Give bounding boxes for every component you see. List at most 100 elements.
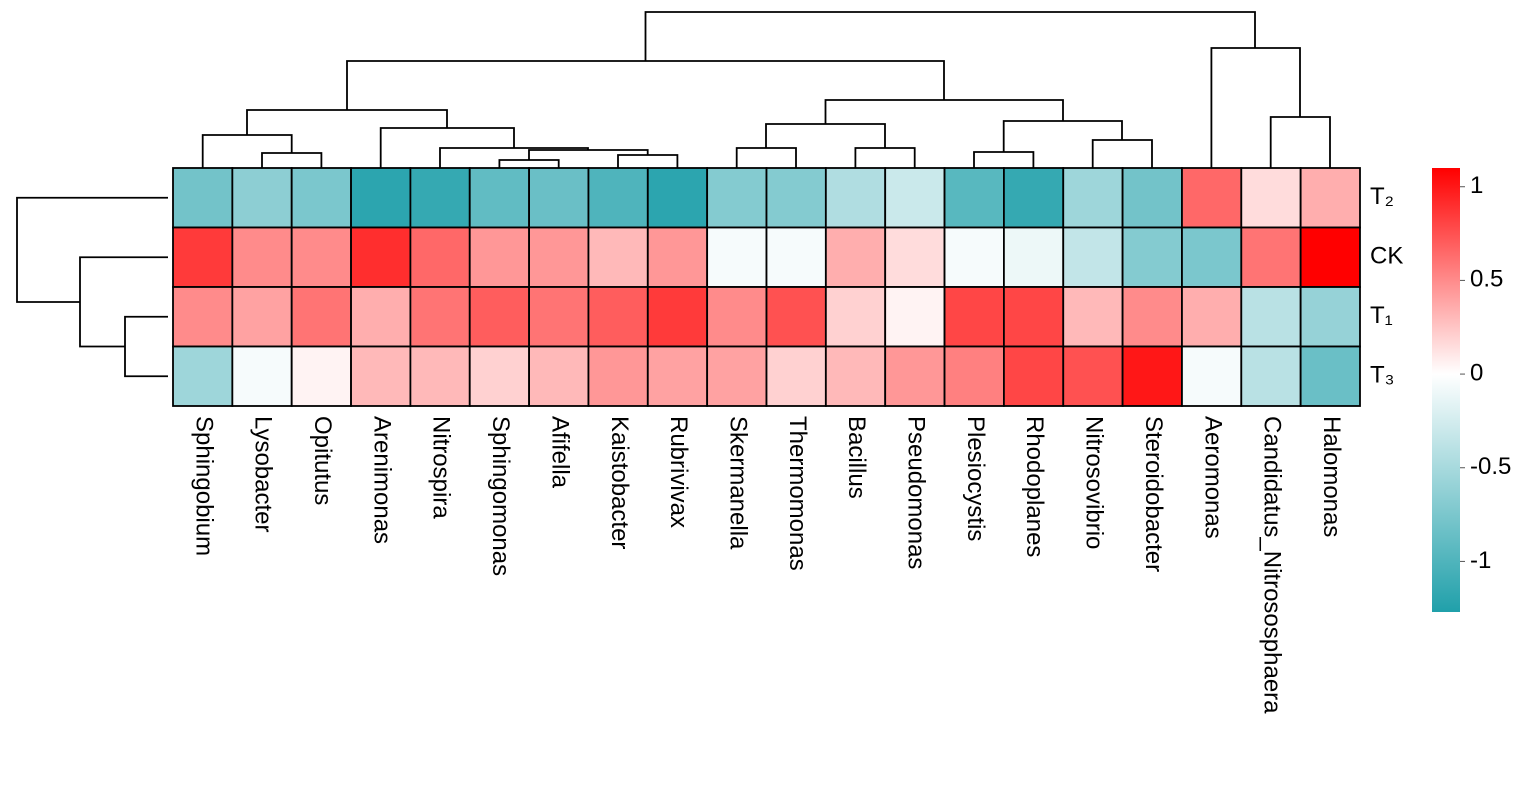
heatmap-cell (1299, 345, 1361, 407)
heatmap-cell (1003, 226, 1065, 288)
heatmap-cell (290, 226, 352, 288)
heatmap-cell (1240, 167, 1302, 229)
heatmap-cell (884, 286, 946, 348)
heatmap-cell (1181, 167, 1243, 229)
colorbar-tick-label: 0.5 (1470, 266, 1503, 293)
colorbar-tick-label: 0 (1470, 359, 1483, 386)
heatmap-cell (172, 167, 234, 229)
heatmap-cell (824, 345, 887, 407)
heatmap-cell (765, 167, 827, 229)
column-label: Steroidobacter (1140, 416, 1167, 572)
heatmap-cell (528, 226, 590, 288)
column-label: Opitutus (309, 416, 336, 505)
heatmap-cell (350, 167, 412, 229)
heatmap-cell (1121, 286, 1183, 348)
heatmap-cell (1062, 286, 1124, 348)
heatmap-cell (409, 226, 471, 288)
heatmap-cell (350, 345, 412, 407)
row-label: T₂ (1370, 183, 1394, 210)
row-label: T₃ (1370, 362, 1394, 389)
heatmap-cell (646, 345, 709, 407)
heatmap-cell (706, 167, 768, 229)
heatmap-cell (1181, 226, 1243, 288)
heatmap-cell (1121, 345, 1183, 407)
heatmap-cell (824, 167, 887, 229)
heatmap-cell (587, 345, 649, 407)
heatmap-cell (943, 167, 1005, 229)
heatmap-cell (884, 226, 946, 288)
heatmap-cell (943, 226, 1005, 288)
heatmap-cell (1181, 345, 1243, 407)
heatmap-cell (1240, 345, 1302, 407)
heatmap-cell (765, 345, 827, 407)
heatmap-cell (1003, 286, 1065, 348)
row-label: T₁ (1370, 302, 1393, 329)
heatmap-cell (409, 286, 471, 348)
heatmap-cell (290, 286, 352, 348)
heatmap-cell (1181, 286, 1243, 348)
heatmap-cell (409, 167, 471, 229)
heatmap-cell (1121, 226, 1183, 288)
column-label: Lysobacter (250, 416, 277, 533)
column-label: Sphingomonas (487, 416, 514, 576)
heatmap-cell (468, 286, 530, 348)
heatmap-cell (765, 226, 827, 288)
heatmap-cell (646, 226, 709, 288)
heatmap-cell (468, 226, 530, 288)
heatmap-cell (172, 226, 234, 288)
column-label: Afifella (546, 416, 573, 489)
colorbar-tick-label: -0.5 (1470, 453, 1511, 480)
column-label: Candidatus_Nitrososphaera (1259, 416, 1286, 714)
heatmap-cell (884, 345, 946, 407)
column-label: Pseudomonas (903, 416, 930, 569)
heatmap-cell (231, 286, 293, 348)
column-label: Rhodoplanes (1021, 416, 1048, 557)
column-label: Nitrosovibrio (1081, 416, 1108, 549)
heatmap-cell (468, 345, 530, 407)
heatmap-cell (172, 286, 234, 348)
column-label: Arenimonas (368, 416, 395, 544)
heatmap-cell (350, 286, 412, 348)
colorbar-tick-label: 1 (1470, 172, 1483, 199)
heatmap-cell (231, 167, 293, 229)
colorbar (1432, 168, 1460, 612)
heatmap-cell (706, 226, 768, 288)
heatmap-cell (646, 167, 709, 229)
heatmap-cell (1299, 286, 1361, 348)
heatmap-cell (528, 167, 590, 229)
heatmap-cell (1003, 167, 1065, 229)
heatmap-cell (1121, 167, 1183, 229)
heatmap-cell (231, 345, 293, 407)
heatmap-cell (706, 286, 768, 348)
heatmap-cell (1062, 167, 1124, 229)
heatmap-cell (943, 286, 1005, 348)
heatmap-cell (468, 167, 530, 229)
heatmap-cell (824, 226, 887, 288)
column-label: Thermomonas (784, 416, 811, 571)
heatmap-cell (824, 286, 887, 348)
heatmap-cell (1062, 345, 1124, 407)
column-label: Kaistobacter (606, 416, 633, 549)
heatmap-cell (1240, 286, 1302, 348)
column-label: Plesiocystis (962, 416, 989, 541)
heatmap-cell (884, 167, 946, 229)
row-dendrogram (16, 196, 168, 378)
heatmap-cell (765, 286, 827, 348)
heatmap-cell (290, 167, 352, 229)
heatmap-cell (409, 345, 471, 407)
column-label: Sphingobium (190, 416, 217, 556)
column-label: Bacillus (843, 416, 870, 499)
column-label: Aeromonas (1199, 416, 1226, 539)
heatmap-cell (587, 167, 649, 229)
column-label: Nitrospira (428, 416, 455, 519)
heatmap-cell (231, 226, 293, 288)
heatmap-cell (1299, 167, 1361, 229)
heatmap-cell (172, 345, 234, 407)
heatmap-cell (528, 345, 590, 407)
heatmap-cell (943, 345, 1005, 407)
row-label: CK (1370, 243, 1403, 270)
heatmap-cell (1299, 226, 1361, 288)
heatmap-cell (587, 286, 649, 348)
heatmap-cell (350, 226, 412, 288)
